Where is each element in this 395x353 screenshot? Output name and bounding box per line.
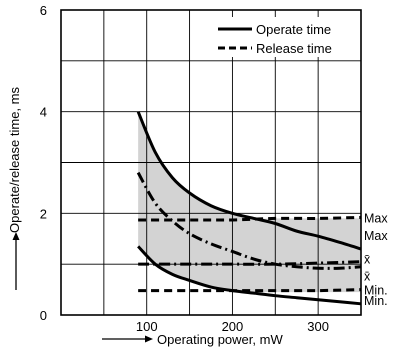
shaded-band [138, 111, 361, 293]
series-end-label: x̄ [364, 253, 371, 267]
x-axis-label: Operating power, mW [157, 332, 283, 347]
y-axis-arrowhead [12, 232, 20, 240]
shaded-band-layer [138, 111, 361, 293]
series-end-label: Min. [364, 294, 388, 308]
legend-box [212, 17, 358, 57]
legend: Operate time Release time [212, 17, 358, 57]
x-axis-title: Operating power, mW [102, 332, 283, 347]
series-end-label: Max [364, 211, 388, 225]
y-tick-label: 0 [40, 308, 47, 323]
legend-label: Operate time [256, 22, 331, 37]
series-line-dash-dot-2 [136, 171, 362, 270]
plot-frame [60, 9, 362, 316]
tick-label-layer: 100 200 300 0 2 4 6 [40, 3, 329, 334]
series-line-dashed-4 [138, 288, 362, 293]
series-end-label: x̄ [364, 269, 371, 283]
x-tick-label: 200 [222, 319, 244, 334]
y-axis-label: Operate/release time, ms [7, 87, 22, 233]
y-tick-label: 4 [40, 105, 47, 120]
y-tick-label: 6 [40, 3, 47, 18]
x-tick-label: 300 [307, 319, 329, 334]
series-end-label: Min. [364, 284, 388, 298]
series-line-dashed-1 [138, 215, 362, 222]
x-tick-label: 100 [136, 319, 158, 334]
series-line-solid-5 [137, 245, 362, 306]
y-tick-label: 2 [40, 206, 47, 221]
series-end-label: Max [364, 229, 388, 243]
legend-label: Release time [256, 41, 332, 56]
y-axis-title: Operate/release time, ms [7, 87, 22, 290]
x-axis-arrowhead [145, 335, 153, 343]
series-line-dash-dot-3 [138, 260, 362, 266]
series-line-solid-0 [136, 111, 362, 251]
series-layer [136, 111, 362, 306]
